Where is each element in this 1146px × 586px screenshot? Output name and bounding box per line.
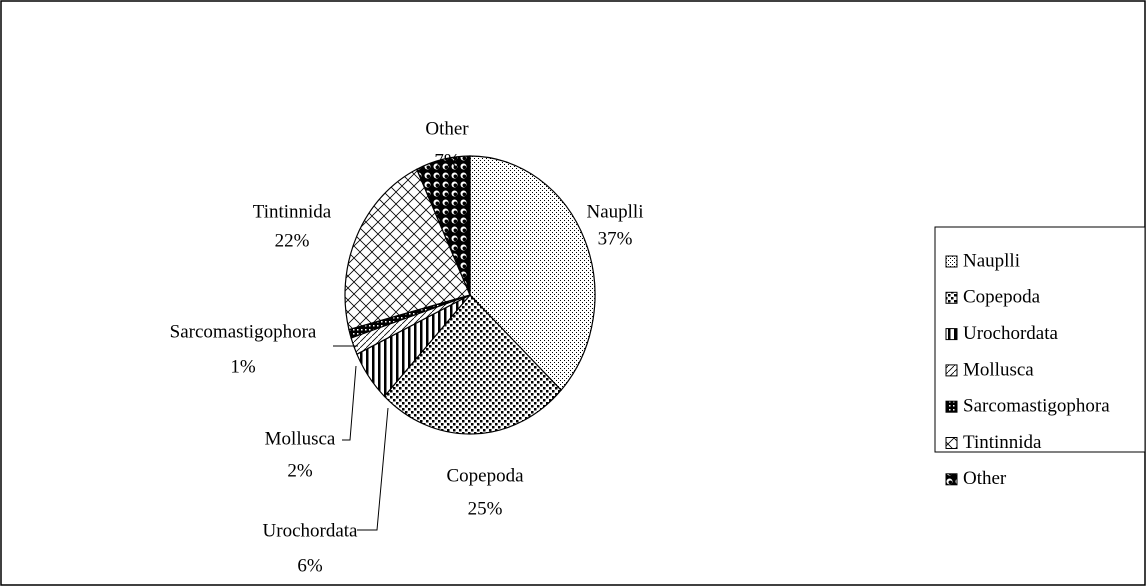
pie-slice xyxy=(344,168,471,331)
legend-swatch xyxy=(945,364,958,377)
slice-value-label: 2% xyxy=(287,460,313,481)
legend-label: Other xyxy=(963,468,1007,489)
legend-swatch xyxy=(945,400,958,413)
pie-slice xyxy=(469,155,596,392)
pie-slice xyxy=(383,294,562,435)
legend-swatch xyxy=(945,291,958,304)
legend-swatch xyxy=(945,473,958,486)
legend-swatch xyxy=(945,255,958,268)
slice-value-label: 22% xyxy=(275,230,310,251)
slice-value-label: 7% xyxy=(434,150,460,171)
legend-label: Nauplli xyxy=(963,250,1020,271)
legend-swatch xyxy=(945,328,958,341)
slice-label: Copepoda xyxy=(446,465,524,486)
slice-label: Mollusca xyxy=(265,428,336,449)
slice-label: Sarcomastigophora xyxy=(170,321,317,342)
legend-box xyxy=(934,226,1146,453)
slice-label: Tintinnida xyxy=(253,201,332,222)
legend-label: Urochordata xyxy=(963,323,1059,344)
slice-label: Nauplli xyxy=(587,201,644,222)
slice-label: Urochordata xyxy=(263,520,359,541)
legend-label: Copepoda xyxy=(963,287,1041,308)
slice-value-label: 6% xyxy=(297,555,323,576)
legend-swatch xyxy=(945,437,958,449)
legend-label: Sarcomastigophora xyxy=(963,396,1110,417)
leader-line xyxy=(342,365,357,441)
slice-value-label: 37% xyxy=(598,228,633,249)
slice-label: Other xyxy=(425,118,469,139)
leader-line xyxy=(357,407,389,531)
legend-label: Mollusca xyxy=(963,359,1034,380)
slice-value-label: 25% xyxy=(468,498,503,519)
slice-value-label: 1% xyxy=(230,356,256,377)
legend-label: Tintinnida xyxy=(963,432,1042,453)
pie-slice xyxy=(416,155,471,296)
